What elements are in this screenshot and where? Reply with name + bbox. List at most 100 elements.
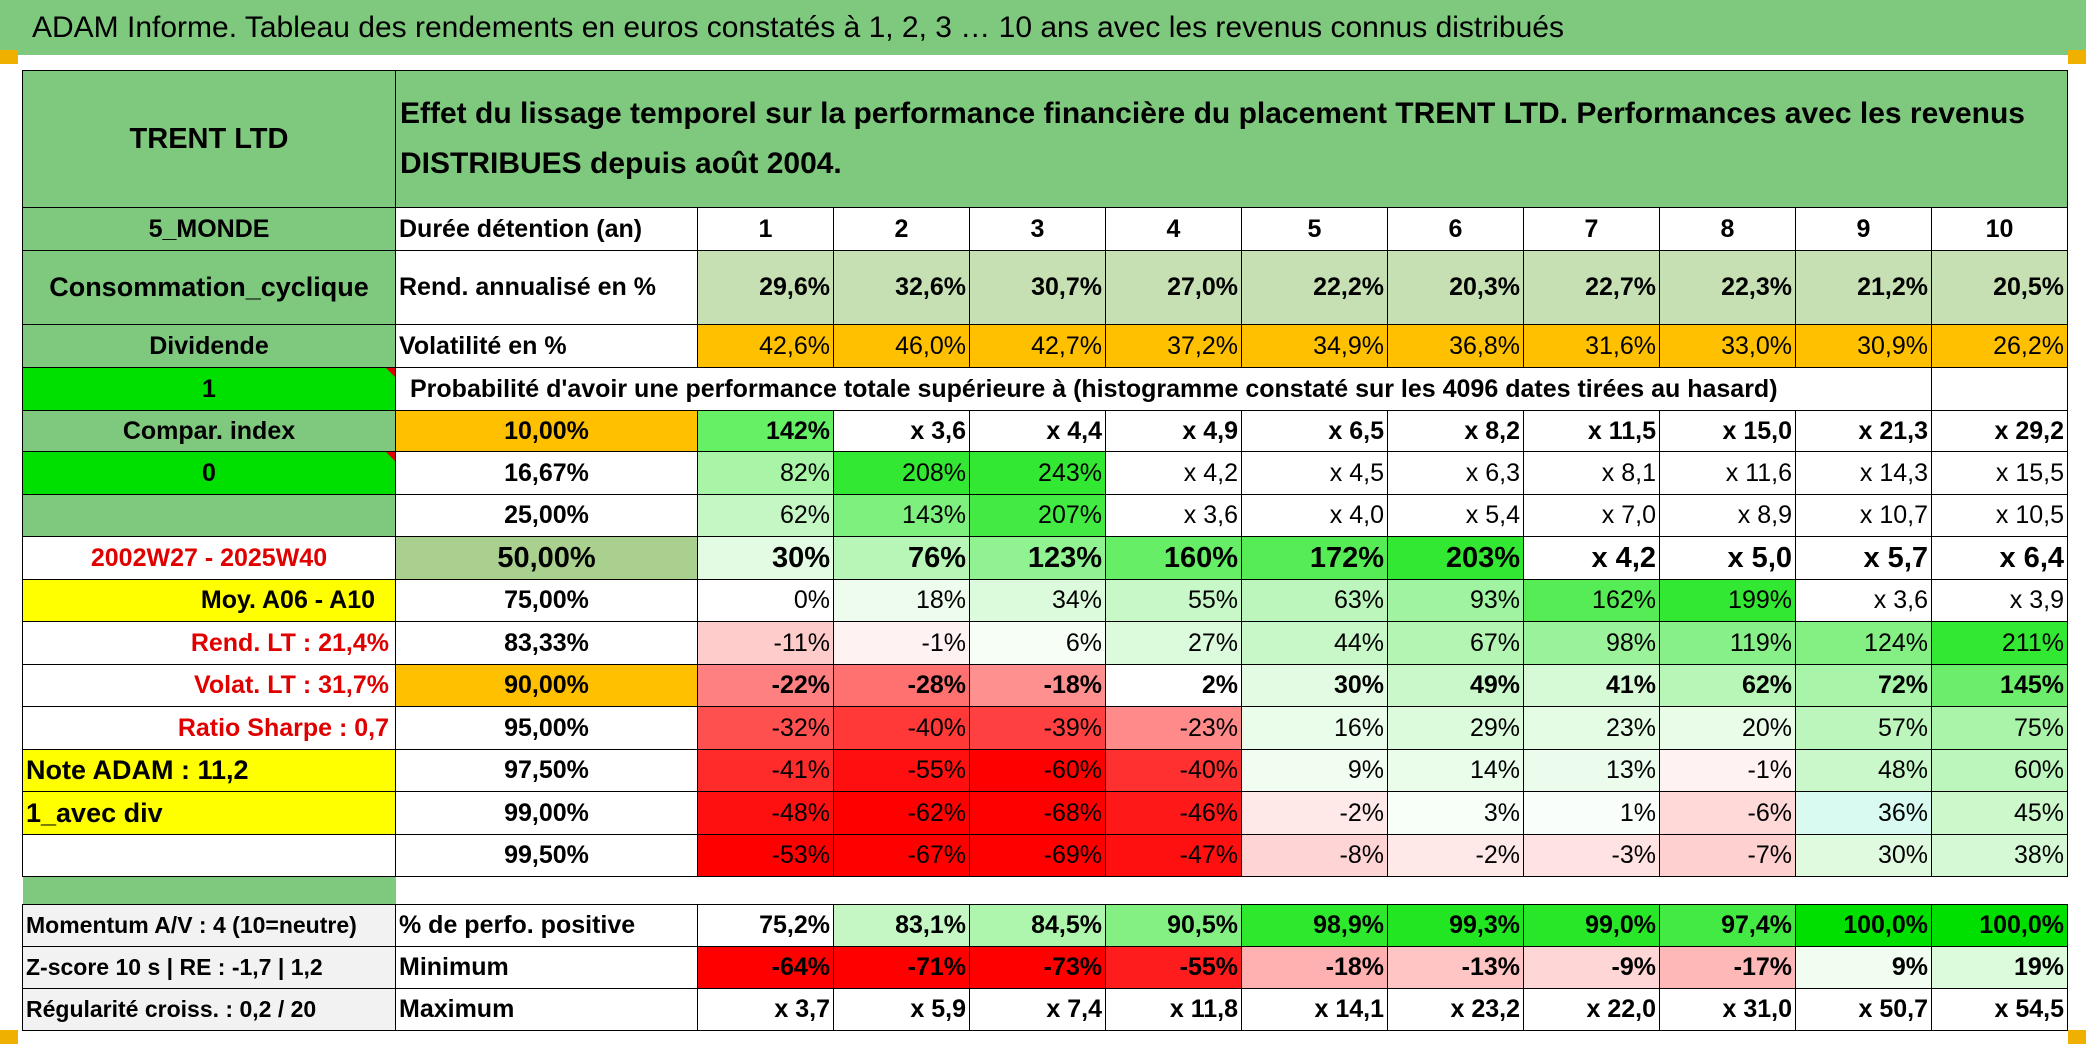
- probability-cell: 142%: [697, 410, 834, 452]
- duration-cell: 1: [697, 207, 834, 251]
- probability-cell: 67%: [1387, 621, 1524, 665]
- probability-cell: -46%: [1105, 791, 1242, 835]
- probability-cell: x 21,3: [1795, 410, 1932, 452]
- probability-cell: 160%: [1105, 536, 1242, 580]
- probability-cell: 55%: [1105, 579, 1242, 622]
- minimum-cell: 19%: [1931, 946, 2068, 989]
- empty-label: [22, 834, 396, 877]
- probability-cell: -11%: [697, 621, 834, 665]
- corner-marker: [2068, 1030, 2086, 1044]
- maximum-cell: x 31,0: [1659, 988, 1796, 1031]
- probability-cell: 14%: [1387, 749, 1524, 792]
- probability-cell: 60%: [1931, 749, 2068, 792]
- zscore-label: Z-score 10 s | RE : -1,7 | 1,2: [22, 946, 396, 989]
- probability-cell: -32%: [697, 706, 834, 750]
- probability-cell: 16%: [1241, 706, 1388, 750]
- rend-cell: 21,2%: [1795, 250, 1932, 325]
- minimum-cell: 9%: [1795, 946, 1932, 989]
- minimum-cell: -13%: [1387, 946, 1524, 989]
- probability-cell: -7%: [1659, 834, 1796, 877]
- minimum-cell: -55%: [1105, 946, 1242, 989]
- minimum-cell: -73%: [969, 946, 1106, 989]
- duration-label: Durée détention (an): [395, 207, 698, 251]
- probability-cell: 203%: [1387, 536, 1524, 580]
- rend-cell: 20,3%: [1387, 250, 1524, 325]
- probability-cell: 72%: [1795, 664, 1932, 707]
- performance-table: TRENT LTD Effet du lissage temporel sur …: [22, 70, 2068, 1031]
- probability-cell: x 10,5: [1931, 494, 2068, 537]
- probability-cell: -39%: [969, 706, 1106, 750]
- probability-threshold: 25,00%: [395, 494, 698, 537]
- probability-threshold: 83,33%: [395, 621, 698, 665]
- probability-cell: 3%: [1387, 791, 1524, 835]
- probability-cell: 18%: [833, 579, 970, 622]
- gap-row: [395, 876, 2068, 905]
- probability-cell: -1%: [1659, 749, 1796, 792]
- probability-cell: x 5,4: [1387, 494, 1524, 537]
- probability-cell: 2%: [1105, 664, 1242, 707]
- probability-cell: 23%: [1523, 706, 1660, 750]
- probability-cell: x 4,5: [1241, 451, 1388, 495]
- probability-cell: 93%: [1387, 579, 1524, 622]
- probability-cell: -62%: [833, 791, 970, 835]
- positive-cell: 90,5%: [1105, 904, 1242, 947]
- probability-threshold: 75,00%: [395, 579, 698, 622]
- probability-threshold: 95,00%: [395, 706, 698, 750]
- volat-cell: 46,0%: [833, 324, 970, 368]
- probability-cell: 13%: [1523, 749, 1660, 792]
- probability-cell: x 6,3: [1387, 451, 1524, 495]
- minimum-cell: -71%: [833, 946, 970, 989]
- probability-cell: -53%: [697, 834, 834, 877]
- probability-cell: 30%: [1241, 664, 1388, 707]
- duration-cell: 10: [1931, 207, 2068, 251]
- volat-cell: 33,0%: [1659, 324, 1796, 368]
- probability-cell: -40%: [1105, 749, 1242, 792]
- sharpe-label: Ratio Sharpe : 0,7: [22, 706, 396, 750]
- rend-cell: 22,2%: [1241, 250, 1388, 325]
- probability-cell: -47%: [1105, 834, 1242, 877]
- probability-cell: 38%: [1931, 834, 2068, 877]
- volat-cell: 42,6%: [697, 324, 834, 368]
- probability-cell: 45%: [1931, 791, 2068, 835]
- probability-cell: 172%: [1241, 536, 1388, 580]
- probability-cell: -41%: [697, 749, 834, 792]
- probability-cell: x 4,2: [1105, 451, 1242, 495]
- positive-cell: 98,9%: [1241, 904, 1388, 947]
- page-title: ADAM Informe. Tableau des rendements en …: [32, 11, 1564, 44]
- probability-cell: 119%: [1659, 621, 1796, 665]
- probability-cell: -23%: [1105, 706, 1242, 750]
- asset-name: TRENT LTD: [22, 70, 396, 208]
- probability-cell: -8%: [1241, 834, 1388, 877]
- probability-cell: x 15,5: [1931, 451, 2068, 495]
- positive-cell: 84,5%: [969, 904, 1106, 947]
- corner-marker: [0, 50, 18, 64]
- probability-cell: 76%: [833, 536, 970, 580]
- probability-cell: -68%: [969, 791, 1106, 835]
- probability-cell: -67%: [833, 834, 970, 877]
- positive-cell: 99,0%: [1523, 904, 1660, 947]
- minimum-cell: -9%: [1523, 946, 1660, 989]
- title-bar: ADAM Informe. Tableau des rendements en …: [0, 0, 2086, 55]
- probability-threshold: 10,00%: [395, 410, 698, 452]
- volat-cell: 34,9%: [1241, 324, 1388, 368]
- volat-cell: 30,9%: [1795, 324, 1932, 368]
- probability-cell: x 8,9: [1659, 494, 1796, 537]
- duration-cell: 3: [969, 207, 1106, 251]
- positive-cell: 100,0%: [1795, 904, 1932, 947]
- zero-flag: 0: [22, 451, 396, 495]
- minimum-cell: -17%: [1659, 946, 1796, 989]
- positive-cell: 75,2%: [697, 904, 834, 947]
- maximum-cell: x 7,4: [969, 988, 1106, 1031]
- probability-cell: x 10,7: [1795, 494, 1932, 537]
- probability-cell: x 8,1: [1523, 451, 1660, 495]
- maximum-cell: x 50,7: [1795, 988, 1932, 1031]
- probability-cell: 162%: [1523, 579, 1660, 622]
- positive-cell: 100,0%: [1931, 904, 2068, 947]
- maximum-cell: x 23,2: [1387, 988, 1524, 1031]
- probability-cell: 48%: [1795, 749, 1932, 792]
- probability-cell: 30%: [697, 536, 834, 580]
- dividend-label: Dividende: [22, 324, 396, 368]
- probability-cell: x 4,9: [1105, 410, 1242, 452]
- rend-label: Rend. annualisé en %: [395, 250, 698, 325]
- probability-cell: 44%: [1241, 621, 1388, 665]
